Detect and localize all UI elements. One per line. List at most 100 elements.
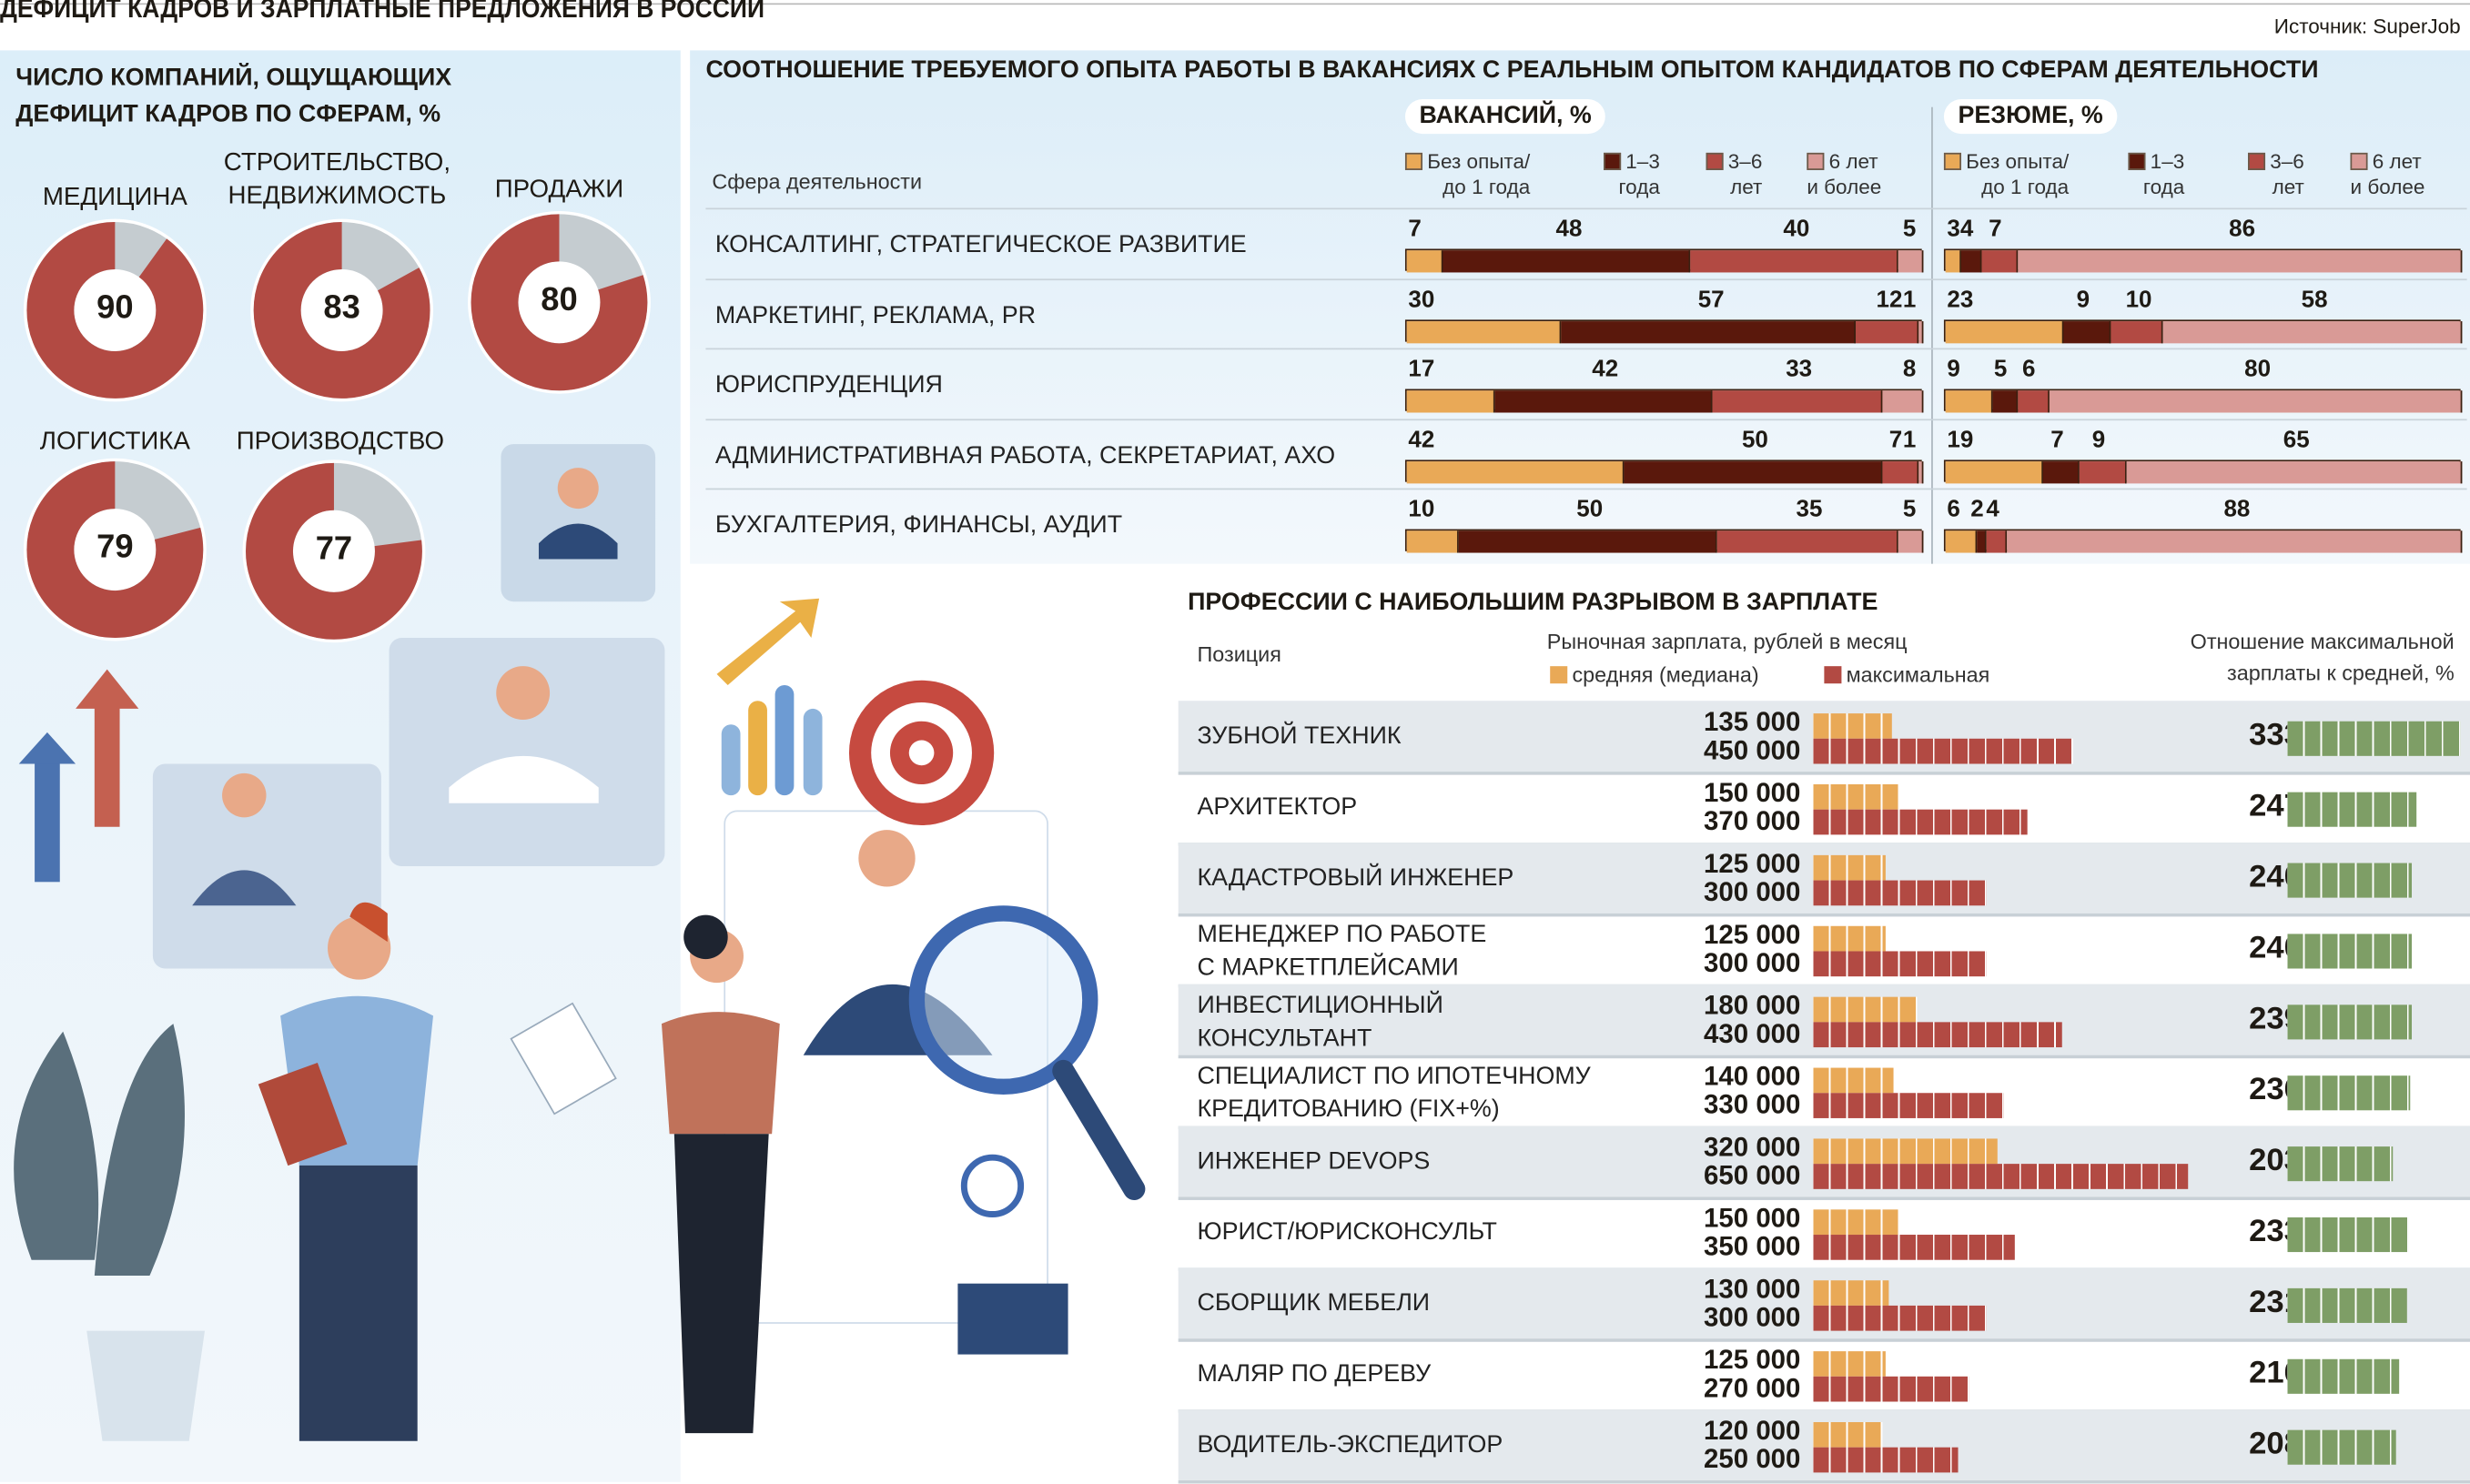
median-salary: 120 000 (1704, 1416, 1801, 1446)
donut-label-line2: ПРОДАЖИ (494, 176, 624, 204)
bar-segment (1458, 530, 1717, 553)
median-bar (1813, 925, 1886, 952)
median-salary: 320 000 (1704, 1132, 1801, 1163)
stacked-bar (1404, 529, 1924, 553)
donut-value: 80 (541, 281, 578, 318)
bar-segment (1856, 320, 1918, 343)
legend-label-line1: Без опыта/ (1966, 149, 2070, 174)
max-bar (1813, 1305, 1987, 1331)
segment-value: 6 (1947, 496, 1960, 523)
donut-value: 83 (323, 289, 360, 327)
median-salary: 130 000 (1704, 1274, 1801, 1305)
position-name: ИНЖЕНЕР DEVOPS (1197, 1145, 1430, 1177)
segment-value: 1 (1902, 286, 1917, 313)
segment-value: 19 (1947, 426, 1974, 453)
position-name-line1: ИНВЕСТИЦИОННЫЙ (1197, 992, 1443, 1019)
col-ratio-line2: зарплаты к средней, % (2227, 661, 2455, 685)
segment-value: 88 (2223, 496, 2251, 523)
max-salary: 330 000 (1704, 1089, 1801, 1120)
bar-segment (1945, 390, 1992, 413)
median-bar (1813, 1209, 1900, 1236)
check-icon (960, 1154, 1025, 1217)
donut-chart (23, 458, 207, 641)
median-bar (1813, 713, 1891, 739)
segment-value: 9 (1947, 356, 1960, 383)
col-ratio: Отношение максимальной зарплаты к средней… (2191, 627, 2455, 690)
segment-value: 7 (1989, 216, 2002, 243)
bar-segment (1716, 530, 1898, 553)
stacked-bar (1404, 318, 1924, 343)
bar-segment (1898, 250, 1924, 273)
deficit-title: ЧИСЛО КОМПАНИЙ, ОЩУЩАЮЩИХ ДЕФИЦИТ КАДРОВ… (15, 64, 452, 128)
bar-segment (2007, 530, 2463, 553)
max-bar (1813, 1447, 1958, 1473)
donut-label: СТРОИТЕЛЬСТВО, НЕДВИЖИМОСТЬ (211, 146, 463, 213)
bar-segment (1406, 250, 1443, 273)
max-salary: 450 000 (1704, 735, 1801, 766)
median-bar (1813, 1422, 1883, 1448)
median-salary: 135 000 (1704, 707, 1801, 738)
position-name: МЕНЕДЖЕР ПО РАБОТЕ С МАРКЕТПЛЕЙСАМИ (1197, 918, 1486, 984)
segment-value: 7 (1888, 426, 1903, 453)
legend-label-line2: до 1 года (1443, 175, 1531, 199)
segment-value: 42 (1592, 356, 1619, 383)
salary-row: АРХИТЕКТОР 150 000 370 000 247 (1178, 772, 2470, 846)
profile-card (389, 638, 665, 866)
legend-swatch (2247, 152, 2266, 170)
salary-row: ЗУБНОЙ ТЕХНИК 135 000 450 000 333 (1178, 701, 2470, 775)
max-bar (1813, 1093, 2004, 1118)
stacked-bar (1404, 389, 1924, 413)
ratio-bar (2287, 1216, 2409, 1253)
donut-label-line1: СТРОИТЕЛЬСТВО, (223, 149, 451, 177)
stacked-bar (1404, 459, 1924, 483)
bar-segment (1945, 530, 1977, 553)
legend-label-line2: и более (1807, 175, 1882, 199)
position-name: ЗУБНОЙ ТЕХНИК (1197, 720, 1401, 752)
legend-item: 3–6 лет (2247, 149, 2304, 199)
median-bar (1813, 1067, 1895, 1094)
legend-item: 6 лет и более (1807, 149, 1881, 199)
segment-value: 2 (1970, 496, 1984, 523)
legend-label-line1: 1–3 (1625, 149, 1660, 174)
ratio-bar (2287, 1358, 2400, 1394)
max-bar (1813, 1376, 1969, 1402)
legend-label-line1: Без опыта/ (1427, 149, 1531, 174)
max-salary: 250 000 (1704, 1444, 1801, 1475)
max-bar (1813, 809, 2028, 835)
bar-segment (1406, 320, 1562, 343)
max-salary: 350 000 (1704, 1231, 1801, 1262)
donut-label: МЕДИЦИНА (0, 181, 241, 214)
legend-swatch (1943, 152, 1961, 170)
position-name-line2: КРЕДИТОВАНИЮ (FIX+%) (1197, 1095, 1500, 1124)
resume-paper (510, 1002, 617, 1116)
max-salary: 650 000 (1704, 1160, 1801, 1191)
bar-segment (2162, 320, 2463, 343)
row-divider (705, 488, 2467, 490)
donut-chart (250, 218, 433, 402)
position-name-line2: С МАРКЕТПЛЕЙСАМИ (1197, 954, 1459, 982)
position-name: ИНВЕСТИЦИОННЫЙ КОНСУЛЬТАНТ (1197, 989, 1443, 1055)
bar-segment (2043, 460, 2080, 483)
salary-row: МЕНЕДЖЕР ПО РАБОТЕ С МАРКЕТПЛЕЙСАМИ 125 00… (1178, 914, 2470, 988)
donut-slice (26, 222, 204, 399)
salary-row: МАЛЯР ПО ДЕРЕВУ 125 000 270 000 216 (1178, 1338, 2470, 1413)
bar-segment (1494, 390, 1712, 413)
row-divider (705, 348, 2467, 350)
bar-segment (1624, 460, 1882, 483)
salary-row: ИНВЕСТИЦИОННЫЙ КОНСУЛЬТАНТ 180 000 430 000 2… (1178, 984, 2470, 1059)
bar-segment (2080, 460, 2127, 483)
category-label: МАРКЕТИНГ, РЕКЛАМА, PR (714, 301, 1037, 328)
segment-value: 65 (2283, 426, 2310, 453)
donut-label-line2: НЕДВИЖИМОСТЬ (228, 182, 447, 210)
vacancies-header: ВАКАНСИЙ, % (1404, 99, 1606, 135)
max-salary: 300 000 (1704, 948, 1801, 978)
median-salary: 125 000 (1704, 1345, 1801, 1376)
position-name-line1: КАДАСТРОВЫЙ ИНЖЕНЕР (1197, 864, 1514, 892)
legend-label-line2: года (1618, 175, 1660, 199)
donut-slice (253, 222, 430, 399)
salary-title: ПРОФЕССИИ С НАИБОЛЬШИМ РАЗРЫВОМ В ЗАРПЛА… (1188, 589, 1878, 616)
bar-segment (1945, 250, 1961, 273)
report-icon (957, 1283, 1068, 1355)
bar-segment (1945, 320, 2065, 343)
bar-segment (1711, 390, 1882, 413)
